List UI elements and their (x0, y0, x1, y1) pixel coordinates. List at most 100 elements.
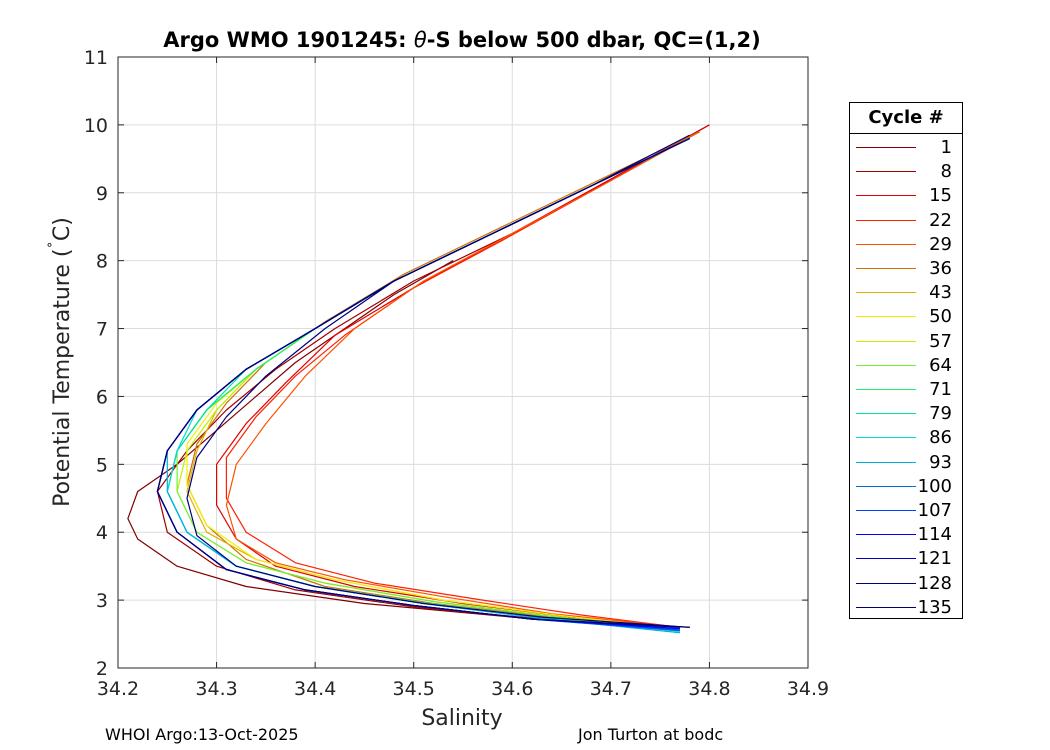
legend-label: 79 (929, 403, 952, 425)
legend-label: 93 (929, 451, 952, 473)
legend-entry: 22 (850, 209, 962, 233)
y-tick-label: 10 (84, 115, 108, 137)
legend-swatch (856, 461, 916, 463)
x-axis-label: Salinity (421, 706, 502, 731)
legend-label: 71 (929, 379, 952, 400)
y-tick-label: 4 (96, 522, 108, 544)
legend-swatch (856, 364, 916, 366)
legend-swatch (856, 340, 916, 342)
legend-swatch (856, 485, 916, 487)
y-tick-label: 7 (96, 319, 108, 341)
legend-swatch (856, 510, 916, 511)
legend-swatch (856, 268, 916, 269)
x-tick-label: 34.2 (97, 678, 139, 700)
legend-label: 43 (929, 282, 952, 304)
legend-label: 15 (929, 185, 952, 207)
legend-label: 22 (929, 209, 952, 231)
legend-swatch (856, 171, 916, 173)
axes-frame (117, 56, 809, 669)
legend-entry: 135 (850, 596, 962, 620)
legend-swatch (856, 316, 916, 318)
legend-entry: 29 (850, 233, 962, 257)
plot-area (118, 57, 808, 668)
x-tick-label: 34.9 (787, 678, 829, 700)
legend-entry: 107 (850, 499, 962, 523)
legend-entry: 64 (850, 354, 962, 378)
x-tick-label: 34.3 (195, 678, 237, 700)
y-tick-label: 8 (96, 251, 108, 273)
x-tick-label: 34.8 (688, 678, 730, 700)
legend-label: 100 (917, 475, 952, 497)
chart-title-symbol: θ (414, 28, 427, 52)
chart-title-suffix: -S below 500 dbar, QC=(1,2) (427, 28, 761, 52)
legend-entry: 71 (850, 378, 962, 402)
y-axis-label-unit: C) (50, 217, 75, 241)
legend-swatch (856, 292, 916, 294)
y-axis-label: Potential Temperature (˚C) (47, 217, 75, 507)
y-tick-label: 9 (96, 183, 108, 205)
axis-ticks: 34.2 34.3 34.4 34.5 34.6 34.7 34.8 34.9 2 3 4 5 6 7 8 9… (84, 47, 829, 700)
legend-label: 50 (929, 306, 952, 328)
legend-label: 128 (917, 572, 952, 594)
legend-label: 114 (917, 524, 952, 546)
series-line-cycle-1 (127, 260, 690, 628)
x-tick-label: 34.5 (393, 678, 435, 700)
legend-entry: 36 (850, 257, 962, 281)
legend-entry: 114 (850, 523, 962, 547)
y-tick-label: 3 (96, 590, 108, 612)
legend-swatch (856, 389, 916, 390)
legend-label: 8 (940, 161, 952, 183)
legend-entry: 128 (850, 572, 962, 596)
x-tick-label: 34.7 (590, 678, 632, 700)
legend-swatch (856, 582, 916, 584)
legend-label: 121 (917, 548, 952, 570)
chart-title-prefix: Argo WMO 1901245: (163, 28, 414, 52)
legend-label: 57 (929, 330, 952, 352)
y-axis-label-degree: ˚ (47, 241, 65, 249)
legend-swatch (856, 243, 916, 245)
legend-swatch (856, 558, 916, 560)
legend-swatch (856, 437, 916, 439)
legend-title: Cycle # (850, 103, 962, 134)
legend-label: 1 (940, 137, 952, 158)
chart-title: Argo WMO 1901245: θ-S below 500 dbar, QC… (163, 28, 760, 52)
legend-label: 86 (929, 427, 952, 449)
footer-right-note: Jon Turton at bodc (578, 725, 724, 744)
series-line-cycle-36 (186, 131, 700, 628)
legend-label: 64 (929, 354, 952, 376)
legend-entry: 86 (850, 426, 962, 450)
legend-entry: 1 (850, 136, 962, 160)
footer-left-note: WHOI Argo:13-Oct-2025 (105, 725, 299, 744)
y-axis-label-main: Potential Temperature ( (50, 249, 75, 507)
legend-entry: 100 (850, 475, 962, 499)
legend-label: 135 (917, 596, 952, 618)
legend-swatch (856, 534, 916, 536)
legend-swatch (856, 195, 916, 197)
legend-swatch (856, 219, 916, 221)
legend-swatch (856, 606, 916, 608)
series-line-cycle-135 (156, 134, 690, 628)
x-tick-label: 34.4 (294, 678, 336, 700)
series-line-cycle-29 (225, 131, 700, 628)
legend-entry: 93 (850, 451, 962, 475)
legend-entry: 57 (850, 330, 962, 354)
series-lines (127, 124, 710, 634)
y-tick-label: 11 (84, 47, 108, 69)
legend-entry: 121 (850, 547, 962, 571)
legend-label: 29 (929, 233, 952, 255)
y-tick-label: 6 (96, 386, 108, 408)
legend-label: 107 (917, 500, 952, 521)
legend-entry: 50 (850, 305, 962, 329)
legend-label: 36 (929, 258, 952, 279)
legend-entry: 79 (850, 402, 962, 426)
y-tick-label: 5 (96, 454, 108, 476)
legend: Cycle # 1 8 15 22 29 36 43 50 57 64 71 79 86 93 100 107… (849, 102, 963, 619)
y-tick-label: 2 (96, 658, 108, 680)
legend-swatch (856, 147, 916, 148)
legend-entry: 43 (850, 281, 962, 305)
series-line-cycle-22 (225, 131, 700, 628)
x-tick-label: 34.6 (491, 678, 533, 700)
legend-swatch (856, 413, 916, 415)
legend-entry: 15 (850, 184, 962, 208)
